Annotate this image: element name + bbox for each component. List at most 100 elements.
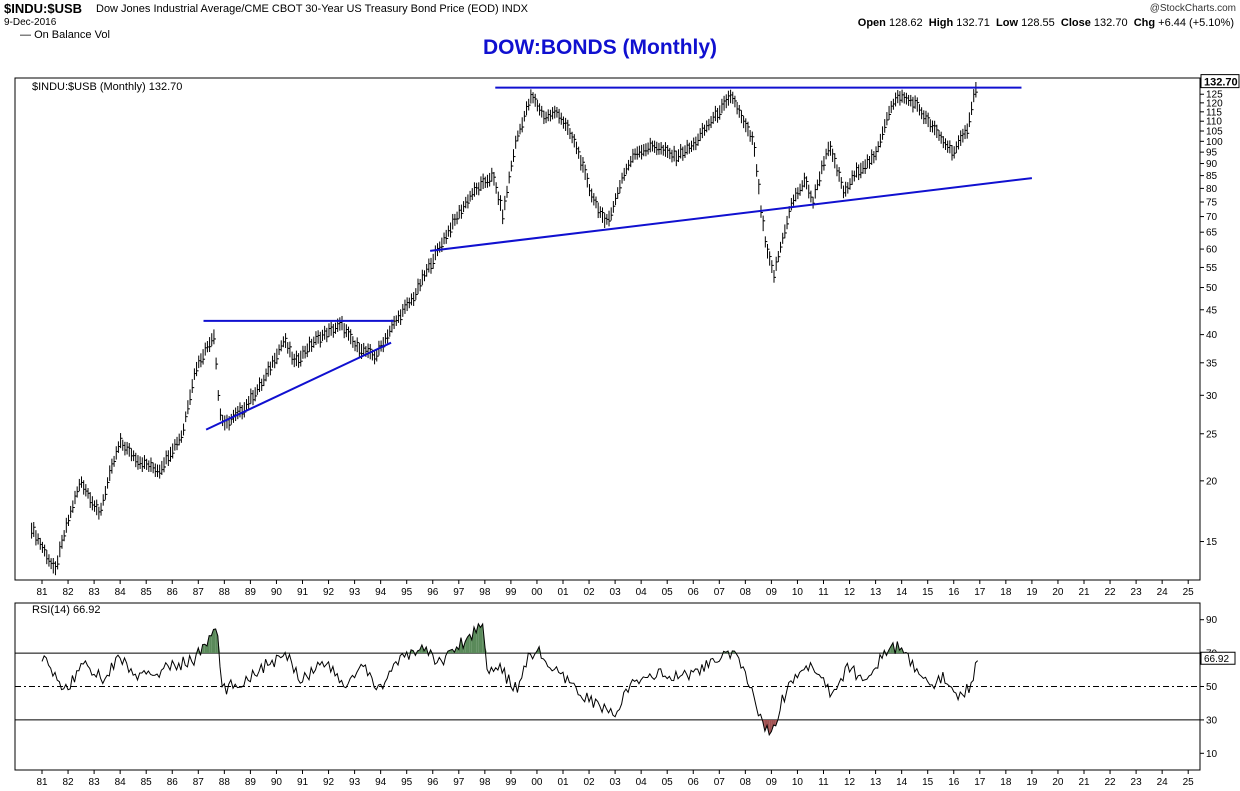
high-value: 132.71 [956,17,990,29]
price-x-tick-label: 10 [792,587,804,598]
price-y-tick-label: 60 [1206,245,1218,256]
price-x-tick-label: 02 [583,587,595,598]
price-x-tick-label: 08 [740,587,752,598]
price-y-tick-label: 20 [1206,476,1218,487]
price-x-tick-label: 20 [1052,587,1064,598]
rsi-x-tick-label: 95 [401,777,413,788]
price-x-tick-label: 21 [1078,587,1090,598]
price-x-tick-label: 91 [297,587,309,598]
chart-title: DOW:BONDS (Monthly) [482,36,718,59]
rsi-y-tick-label: 30 [1206,715,1218,726]
high-label: High [928,17,954,29]
rsi-x-tick-label: 87 [193,777,205,788]
rsi-y-tick-label: 90 [1206,615,1218,626]
rsi-x-tick-label: 02 [583,777,595,788]
price-x-tick-label: 95 [401,587,413,598]
price-x-tick-label: 98 [479,587,491,598]
chg-value: +6.44 (+5.10%) [1158,17,1234,29]
rsi-x-tick-label: 84 [115,777,127,788]
price-bars [31,81,978,576]
rsi-x-tick-label: 82 [62,777,74,788]
price-y-tick-label: 25 [1206,429,1218,440]
rsi-x-tick-label: 19 [1026,777,1038,788]
rsi-x-tick-label: 86 [167,777,179,788]
rsi-overbought-fill [204,644,207,654]
price-x-tick-label: 81 [36,587,48,598]
rsi-overbought-fill [471,627,474,654]
price-x-tick-label: 05 [662,587,674,598]
close-value: 132.70 [1093,17,1128,29]
overlay-legend-label: On Balance Vol [34,29,110,41]
price-x-tick-label: 22 [1104,587,1116,598]
rsi-x-tick-label: 03 [610,777,622,788]
price-x-tick-label: 03 [610,587,622,598]
rsi-x-tick-label: 90 [271,777,283,788]
price-y-tick-label: 125 [1206,90,1223,101]
rsi-x-tick-label: 23 [1131,777,1143,788]
price-x-tick-label: 11 [818,587,829,598]
open-label: Open [857,17,886,29]
price-y-tick-label: 105 [1206,127,1223,138]
price-x-tick-label: 96 [427,587,439,598]
rsi-oversold-fill [773,719,776,726]
rsi-last-value-box [1200,651,1236,665]
price-x-tick-label: 84 [115,587,127,598]
rsi-x-tick-label: 01 [557,777,569,788]
rsi-overbought-fill [480,623,483,654]
price-y-tick-label: 120 [1206,98,1223,109]
price-x-tick-label: 90 [271,587,283,598]
rsi-x-tick-label: 04 [636,777,648,788]
rsi-x-tick-label: 25 [1183,777,1195,788]
rsi-x-tick-label: 89 [245,777,257,788]
price-x-tick-label: 12 [844,587,856,598]
price-x-tick-label: 24 [1157,587,1169,598]
rsi-overbought-fill [473,627,477,654]
rsi-x-tick-label: 99 [505,777,517,788]
rsi-x-tick-label: 94 [375,777,387,788]
rsi-x-tick-label: 24 [1157,777,1169,788]
rsi-x-tick-label: 05 [662,777,674,788]
price-y-tick-label: 80 [1206,184,1218,195]
rsi-x-tick-label: 17 [974,777,986,788]
rsi-x-tick-label: 97 [453,777,465,788]
rsi-x-tick-label: 08 [740,777,752,788]
price-x-tick-label: 15 [922,587,934,598]
rsi-x-tick-label: 21 [1078,777,1090,788]
price-y-tick-label: 100 [1206,137,1223,148]
price-y-tick-label: 65 [1206,228,1218,239]
price-x-tick-label: 13 [870,587,882,598]
price-x-tick-label: 92 [323,587,335,598]
rsi-x-tick-label: 20 [1052,777,1064,788]
price-y-tick-label: 110 [1206,117,1222,128]
price-x-tick-label: 14 [896,587,908,598]
price-x-tick-label: 93 [349,587,361,598]
price-y-tick-label: 95 [1206,148,1218,159]
price-y-tick-label: 55 [1206,263,1218,274]
price-y-tick-label: 15 [1206,537,1218,548]
price-x-tick-label: 09 [766,587,778,598]
price-x-tick-label: 87 [193,587,205,598]
price-last-value: 132.70 [1204,77,1238,89]
price-x-tick-label: 83 [89,587,101,598]
price-x-tick-label: 19 [1026,587,1038,598]
rsi-x-tick-label: 13 [870,777,882,788]
price-x-tick-label: 04 [636,587,648,598]
rsi-x-tick-label: 06 [688,777,700,788]
rsi-overbought-fill [899,647,902,654]
rsi-x-tick-label: 11 [818,777,829,788]
rsi-x-tick-label: 98 [479,777,491,788]
price-last-value-box [1200,74,1240,89]
rsi-x-tick-label: 91 [297,777,309,788]
rsi-x-tick-label: 10 [792,777,804,788]
price-y-tick-label: 90 [1206,159,1218,170]
rsi-x-tick-label: 18 [1000,777,1012,788]
rsi-overbought-fill [202,644,205,654]
chg-label: Chg [1133,17,1156,29]
ohlc-readout: Open 128.62 High 132.71 Low 128.55 Close… [858,17,1234,29]
rsi-overbought-fill [209,635,212,654]
price-x-tick-label: 23 [1131,587,1143,598]
rsi-overbought-fill [890,642,893,654]
rsi-last-value: 66.92 [1204,654,1229,665]
overlay-legend: — On Balance Vol [20,29,110,41]
rsi-x-tick-label: 96 [427,777,439,788]
